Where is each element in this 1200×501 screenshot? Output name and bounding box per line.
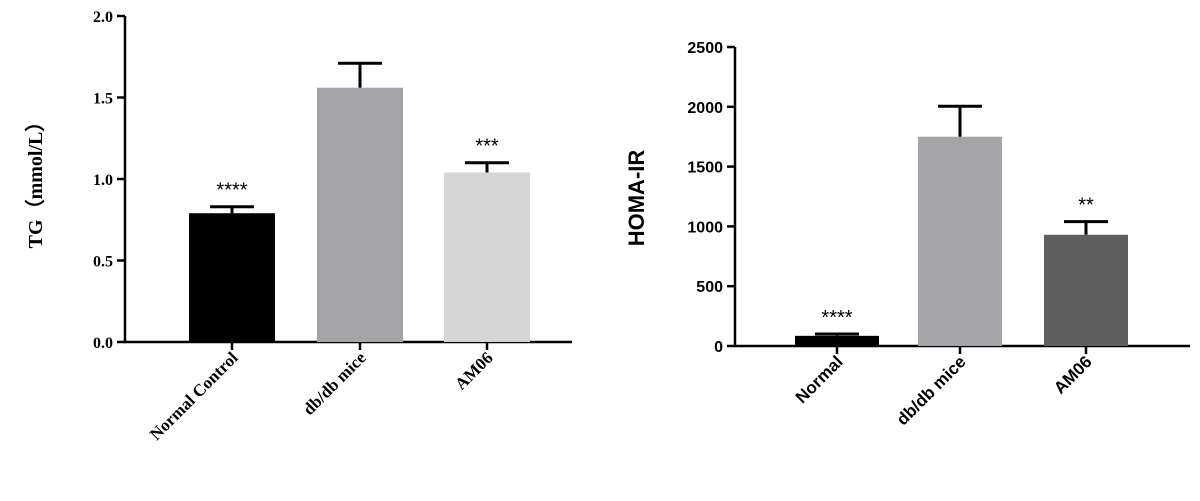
homa-significance-label: **	[1078, 195, 1094, 217]
homa-x-tick-label: AM06	[1050, 352, 1096, 398]
tg-significance-label: ****	[216, 180, 247, 202]
tg-bar	[317, 87, 403, 342]
tg-y-tick-label: 1.0	[93, 172, 113, 189]
homa-y-tick-label: 1000	[687, 219, 723, 236]
homa-y-tick-label: 2500	[687, 40, 723, 57]
tg-y-tick-label: 2.0	[93, 9, 113, 26]
homa-y-tick-label: 1500	[687, 160, 723, 177]
homa-x-tick-label: Normal	[792, 352, 847, 407]
homa-bar	[795, 335, 879, 346]
tg-x-tick-label: AM06	[451, 348, 496, 393]
tg-y-tick-label: 0.5	[93, 254, 113, 271]
homa-y-tick-label: 2000	[687, 100, 723, 117]
homa-significance-label: ****	[821, 307, 852, 329]
tg-x-tick-label: Normal Control	[146, 348, 242, 444]
homa-x-tick-label: db/db mice	[893, 352, 970, 429]
tg-bar	[189, 213, 275, 342]
tg-y-tick-label: 0.0	[93, 335, 113, 352]
tg-x-tick-label: db/db mice	[299, 348, 370, 419]
tg-bar	[444, 172, 530, 342]
tg-significance-label: ***	[475, 136, 499, 158]
tg-y-axis-label: TG（mmol/L）	[24, 112, 47, 249]
homa-bar	[1044, 234, 1128, 346]
homa-bar	[918, 136, 1002, 346]
homa-y-tick-label: 0	[714, 339, 723, 356]
tg-bar-chart: 0.00.51.01.52.0 ******* Normal Control db…	[24, 9, 572, 444]
tg-y-tick-label: 1.5	[93, 91, 113, 108]
homa-y-axis-label: HOMA-IR	[624, 150, 649, 247]
homa-y-tick-label: 500	[696, 279, 723, 296]
